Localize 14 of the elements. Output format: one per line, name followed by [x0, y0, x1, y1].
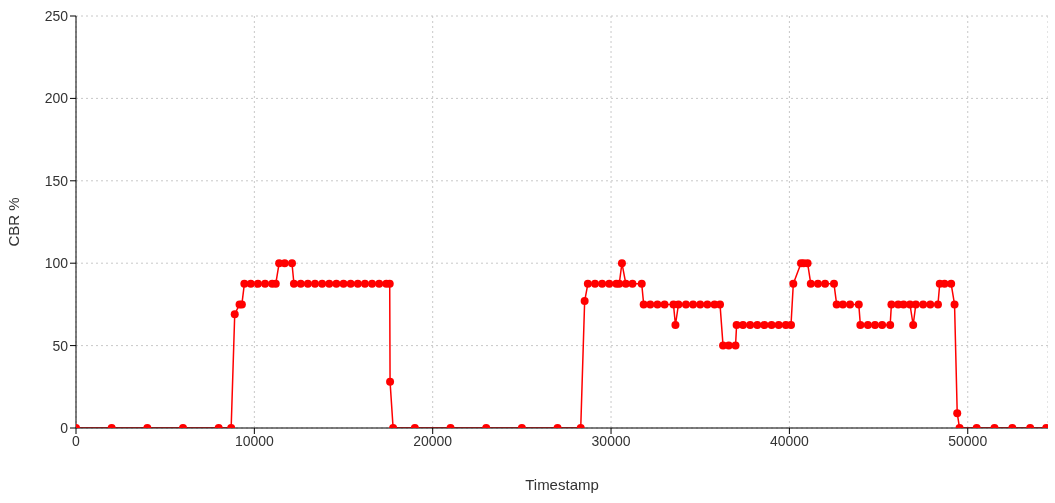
- x-tick-label: 50000: [948, 432, 988, 449]
- y-tick-label: 150: [44, 172, 69, 189]
- y-tick-label: 200: [44, 90, 69, 107]
- x-tick-label: 20000: [413, 432, 453, 449]
- x-tick-label: 10000: [234, 432, 275, 449]
- x-axis-title: Timestamp: [525, 476, 599, 493]
- y-tick-label: 250: [44, 7, 69, 24]
- x-tick-label: 40000: [769, 432, 810, 449]
- y-tick-label: 50: [52, 337, 69, 354]
- y-tick-label: 100: [44, 255, 69, 272]
- x-tick-label: 30000: [591, 432, 631, 449]
- y-axis-title: CBR %: [5, 197, 23, 247]
- y-tick-label: 0: [60, 419, 69, 436]
- x-tick-label: 0: [72, 432, 81, 449]
